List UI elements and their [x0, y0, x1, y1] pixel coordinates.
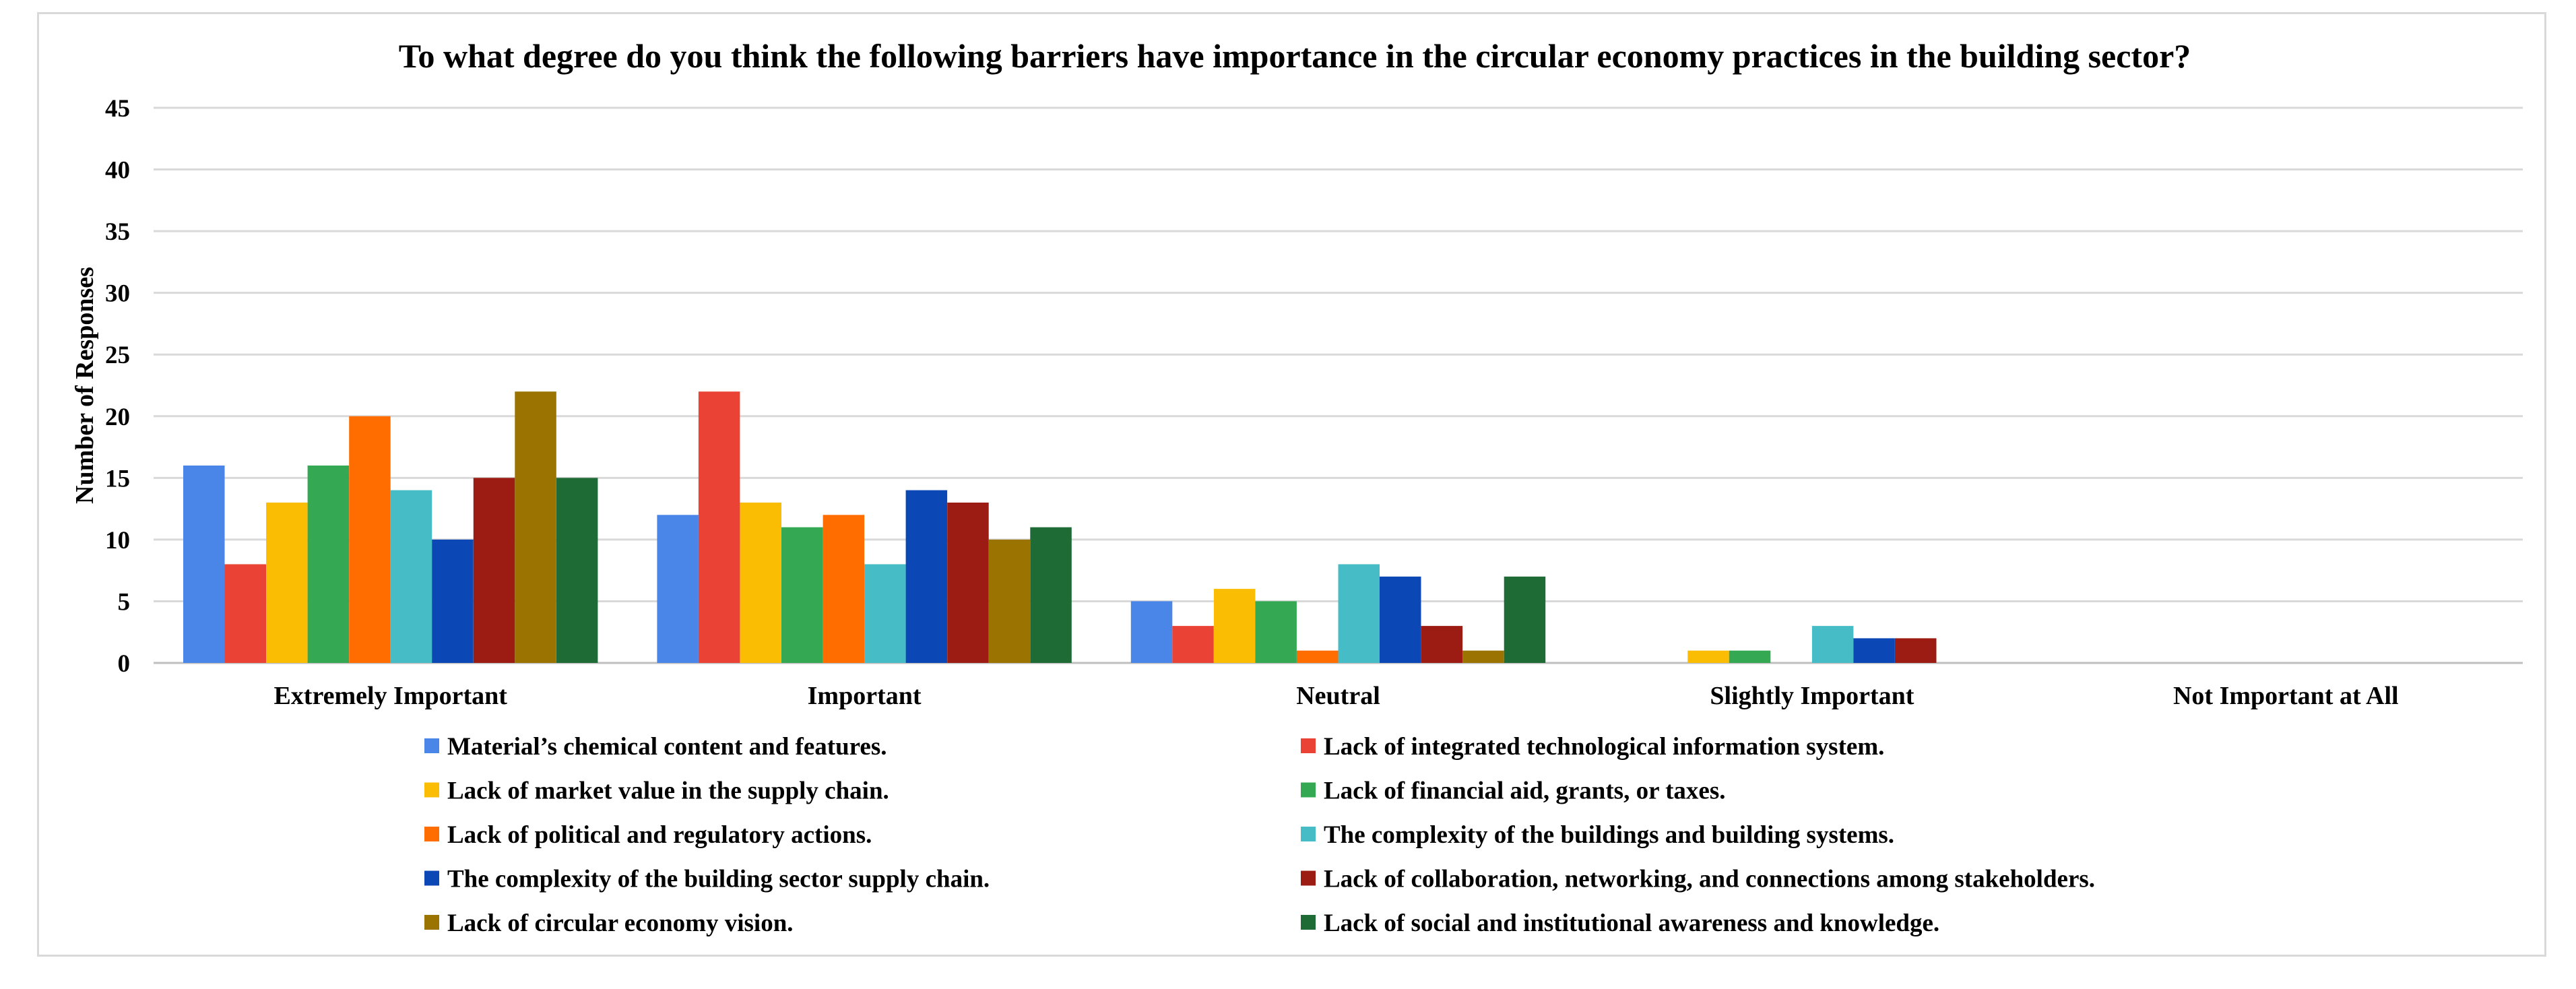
legend-swatch	[424, 827, 439, 841]
legend-entry: Lack of circular economy vision.	[424, 910, 794, 937]
bar	[657, 515, 699, 663]
bar	[1811, 626, 1854, 663]
legend-entry: Lack of political and regulatory actions…	[424, 821, 872, 849]
bar	[740, 503, 781, 663]
bar	[1687, 650, 1729, 663]
bar	[1895, 638, 1937, 663]
bar	[905, 490, 948, 663]
y-tick-label: 20	[105, 404, 130, 431]
bar	[1030, 527, 1072, 663]
legend-entry: Lack of market value in the supply chain…	[424, 777, 889, 805]
x-category-label: Slightly Important	[1710, 682, 1914, 710]
y-axis-ticks: 0 5 10 15 20 25 30 35 40 45	[105, 95, 130, 678]
bar	[1130, 601, 1173, 663]
y-tick-label: 35	[105, 218, 130, 246]
bar	[1172, 626, 1214, 663]
bar	[1338, 564, 1380, 663]
legend-swatch	[424, 915, 439, 930]
legend-swatch	[1301, 870, 1316, 886]
legend-swatch	[424, 870, 439, 886]
legend-swatch	[424, 738, 439, 753]
bar	[432, 539, 474, 663]
y-tick-label: 5	[118, 588, 131, 616]
legend-swatch	[1301, 915, 1316, 930]
y-tick-label: 0	[118, 650, 131, 678]
y-tick-label: 45	[105, 95, 130, 123]
y-tick-label: 10	[105, 527, 130, 554]
x-category-label: Not Important at All	[2173, 682, 2399, 710]
x-axis: Extremely Important Important Neutral Sligh…	[273, 682, 2398, 710]
bar	[698, 391, 740, 663]
bar	[307, 466, 350, 663]
y-tick-label: 30	[105, 280, 130, 308]
legend: Material’s chemical content and features…	[424, 733, 2095, 937]
legend-label: Lack of market value in the supply chain…	[447, 777, 889, 805]
bar	[823, 515, 865, 663]
legend-swatch	[424, 782, 439, 798]
bar	[473, 478, 515, 663]
bar	[781, 527, 823, 663]
bar	[224, 564, 266, 663]
bar	[1255, 601, 1297, 663]
legend-swatch	[1301, 782, 1316, 798]
legend-label: Lack of political and regulatory actions…	[447, 821, 872, 849]
bar	[947, 503, 989, 663]
x-category-label: Neutral	[1296, 682, 1380, 710]
legend-swatch	[1301, 738, 1316, 753]
legend-label: The complexity of the buildings and buil…	[1324, 821, 1894, 849]
y-tick-label: 15	[105, 465, 130, 492]
x-category-label: Important	[808, 682, 922, 710]
chart-title: To what degree do you think the followin…	[399, 37, 2191, 75]
bar	[1729, 650, 1771, 663]
legend-swatch	[1301, 827, 1316, 841]
legend-label: Lack of integrated technological informa…	[1324, 733, 1884, 761]
legend-entry: The complexity of the buildings and buil…	[1301, 821, 1894, 849]
y-tick-label: 40	[105, 157, 130, 185]
bar	[1504, 576, 1546, 663]
legend-label: Lack of social and institutional awarene…	[1324, 910, 1939, 937]
bar	[864, 564, 906, 663]
legend-entry: Lack of financial aid, grants, or taxes.	[1301, 777, 1725, 805]
bar	[1853, 638, 1895, 663]
bar	[1213, 589, 1256, 663]
bars	[183, 391, 1937, 663]
legend-label: The complexity of the building sector su…	[447, 866, 990, 893]
bar	[349, 416, 391, 663]
bar	[1421, 626, 1463, 663]
bar	[1297, 650, 1339, 663]
bar	[515, 391, 556, 663]
x-category-label: Extremely Important	[273, 682, 507, 710]
bar	[988, 539, 1031, 663]
legend-label: Lack of collaboration, networking, and c…	[1324, 866, 2095, 893]
legend-entry: Lack of social and institutional awarene…	[1301, 910, 1939, 937]
bar	[183, 466, 225, 663]
bar	[266, 503, 308, 663]
legend-entry: Material’s chemical content and features…	[424, 733, 887, 761]
y-tick-label: 25	[105, 342, 130, 369]
bar	[1380, 576, 1421, 663]
legend-label: Lack of financial aid, grants, or taxes.	[1324, 777, 1725, 805]
bar	[556, 478, 598, 663]
legend-entry: Lack of collaboration, networking, and c…	[1301, 866, 2095, 893]
bar	[1462, 650, 1504, 663]
legend-label: Lack of circular economy vision.	[447, 910, 794, 937]
legend-label: Material’s chemical content and features…	[447, 733, 887, 761]
y-axis-label: Number of Responses	[71, 267, 99, 504]
legend-entry: Lack of integrated technological informa…	[1301, 733, 1884, 761]
bar	[390, 490, 432, 663]
legend-entry: The complexity of the building sector su…	[424, 866, 990, 893]
